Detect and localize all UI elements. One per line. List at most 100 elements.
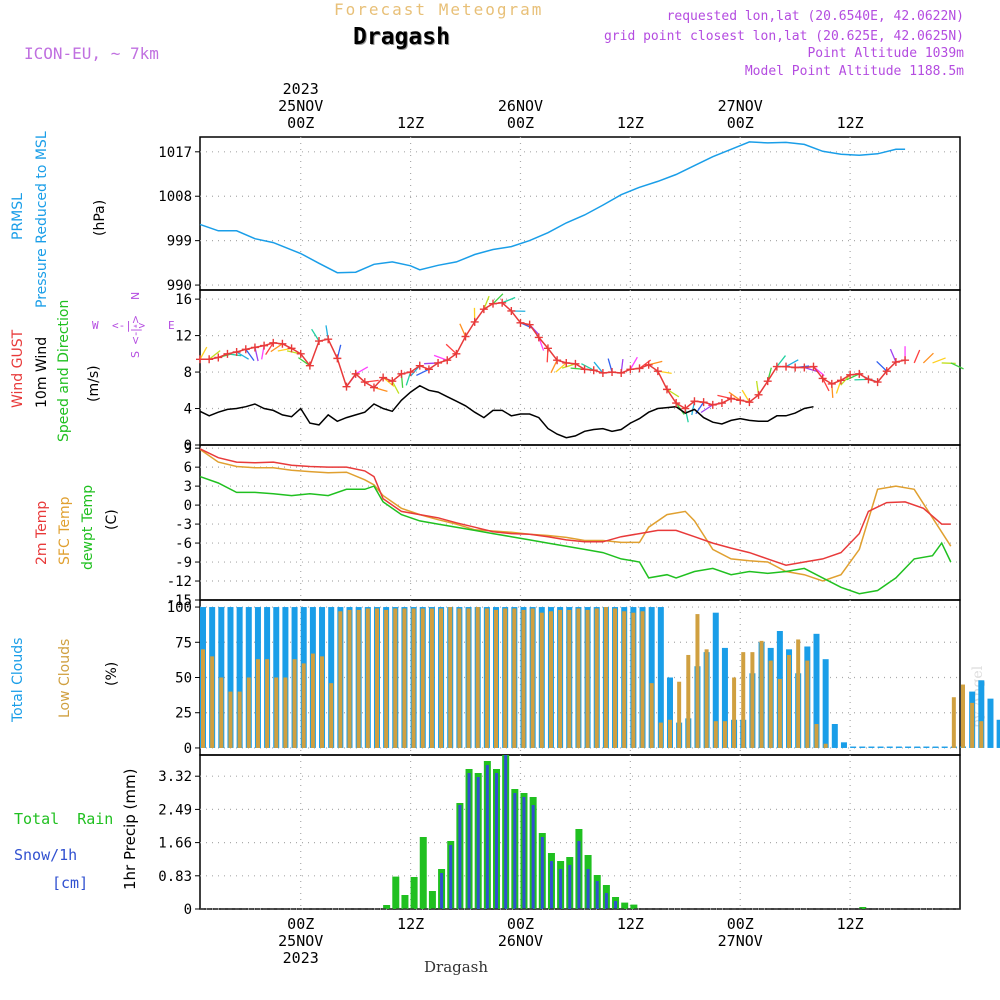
time-label-bottom: 26NOV: [498, 932, 543, 950]
snow-bar: [485, 765, 489, 909]
snow-bar: [595, 881, 599, 909]
wind-direction-arrow: [581, 363, 595, 371]
total-clouds-bar: [813, 633, 820, 748]
total-clouds-bar: [996, 719, 1000, 748]
total-rain-bar: [419, 837, 427, 909]
wind-direction-arrow: [270, 343, 283, 353]
temperature-frame: [199, 444, 961, 601]
total-clouds-bar: [721, 647, 728, 748]
wind-gust-marker: [415, 361, 424, 370]
time-label-bottom: 2023: [283, 949, 319, 967]
low-clouds-bar: [274, 677, 279, 748]
low-clouds-bar: [310, 653, 315, 748]
sfc-temp-line: [199, 448, 952, 582]
wind-gust-marker: [534, 333, 543, 342]
time-label-top: 27NOV: [718, 97, 763, 115]
low-clouds-bar: [695, 614, 700, 748]
wind-direction-arrow: [700, 404, 714, 414]
wind-gust-marker: [452, 349, 461, 358]
total-clouds-bar: [868, 746, 875, 748]
wind-gust-marker: [278, 339, 287, 348]
snow-bar: [504, 755, 508, 909]
clouds-ytick-label: 0: [184, 741, 192, 757]
wind-direction-arrow: [561, 363, 576, 369]
wind-direction-arrow: [741, 389, 750, 403]
low-clouds-bar: [301, 663, 306, 748]
time-label-top: 00Z: [507, 114, 534, 132]
wind-ytick-label: 16: [175, 292, 192, 308]
wind-direction-arrow: [922, 352, 934, 364]
low-clouds-bar: [475, 607, 480, 748]
wind-direction-arrow: [950, 362, 964, 370]
wind-gust-marker: [489, 299, 498, 308]
station-name: Dragash: [353, 24, 450, 50]
pressure-ytick-label: 990: [167, 278, 192, 294]
time-label-top: 26NOV: [498, 97, 543, 115]
precip-ytick-label: 1.66: [158, 836, 192, 852]
snow-bar: [495, 773, 499, 909]
low-clouds-bar: [219, 677, 224, 748]
low-clouds-bar: [521, 609, 526, 748]
wind-ytick-label: 12: [175, 329, 192, 345]
time-label-top: 2023: [283, 80, 319, 98]
wind-gust-marker: [223, 349, 232, 358]
wind-gust-marker: [736, 396, 745, 405]
model-label: ICON-EU, ~ 7km: [24, 44, 159, 63]
chart-title: Forecast Meteogram: [334, 0, 544, 19]
wind-gust-marker: [379, 373, 388, 382]
wind-gust-marker: [571, 359, 580, 368]
wind-10m-line: [199, 384, 814, 439]
wind-gust-marker: [782, 362, 791, 371]
wind-gust-marker: [498, 298, 507, 307]
wind-gust-marker: [333, 354, 342, 363]
low-clouds-bar: [237, 691, 242, 748]
time-label-bottom: 00Z: [727, 915, 754, 933]
pressure-frame: [199, 136, 961, 291]
wind-gust-marker: [644, 360, 653, 369]
low-clouds-bar: [393, 608, 398, 748]
low-clouds-bar: [722, 721, 727, 748]
wind-gust-marker: [754, 390, 763, 399]
wind-gust-marker: [406, 368, 415, 377]
total-rain-bar: [630, 904, 638, 909]
compass-east: E: [168, 319, 175, 332]
wind-gust-marker: [315, 337, 324, 346]
temperature-ytick-label: -9: [175, 555, 192, 571]
temperature-ytick-label: -3: [175, 517, 192, 533]
wind-gust-marker: [369, 383, 378, 392]
low-clouds-bar: [347, 609, 352, 748]
wind-gust-marker: [232, 348, 241, 356]
wind-gust-marker: [351, 369, 360, 378]
precip-ytick-label: 2.49: [158, 802, 192, 818]
time-label-top: 00Z: [727, 114, 754, 132]
clouds-ytick-label: 25: [175, 706, 192, 722]
wind-direction-arrow: [776, 355, 786, 367]
low-clouds-bar: [732, 677, 737, 748]
wind-gust-marker: [653, 367, 662, 376]
wind-gust-marker: [525, 320, 534, 329]
low-clouds-bar: [548, 611, 553, 748]
footer-station: Dragash: [424, 958, 489, 976]
time-label-bottom: 12Z: [617, 915, 644, 933]
pressure-ytick-label: 1008: [158, 189, 192, 205]
low-clouds-bar: [558, 609, 563, 748]
snow-bar: [577, 841, 581, 909]
low-clouds-bar: [658, 722, 663, 748]
wind-gust-marker: [397, 369, 406, 378]
wind-gust-marker: [296, 349, 305, 358]
low-clouds-bar: [970, 702, 975, 748]
wind-direction-arrow: [538, 337, 545, 351]
low-clouds-bar: [292, 659, 297, 748]
snow-bar: [476, 777, 480, 909]
low-clouds-bar: [374, 608, 379, 748]
total-rain-bar: [621, 902, 629, 909]
wind-gust-marker: [553, 356, 562, 365]
wind-gust-marker: [424, 365, 433, 374]
low-clouds-bar: [420, 608, 425, 748]
low-clouds-bar: [429, 608, 434, 748]
low-clouds-bar: [704, 649, 709, 748]
snow-bar: [540, 837, 544, 909]
requested-coords: requested lon,lat (20.6540E, 42.0622N): [666, 9, 964, 24]
wind-direction-arrow: [822, 378, 830, 392]
low-clouds-bar: [759, 640, 764, 748]
